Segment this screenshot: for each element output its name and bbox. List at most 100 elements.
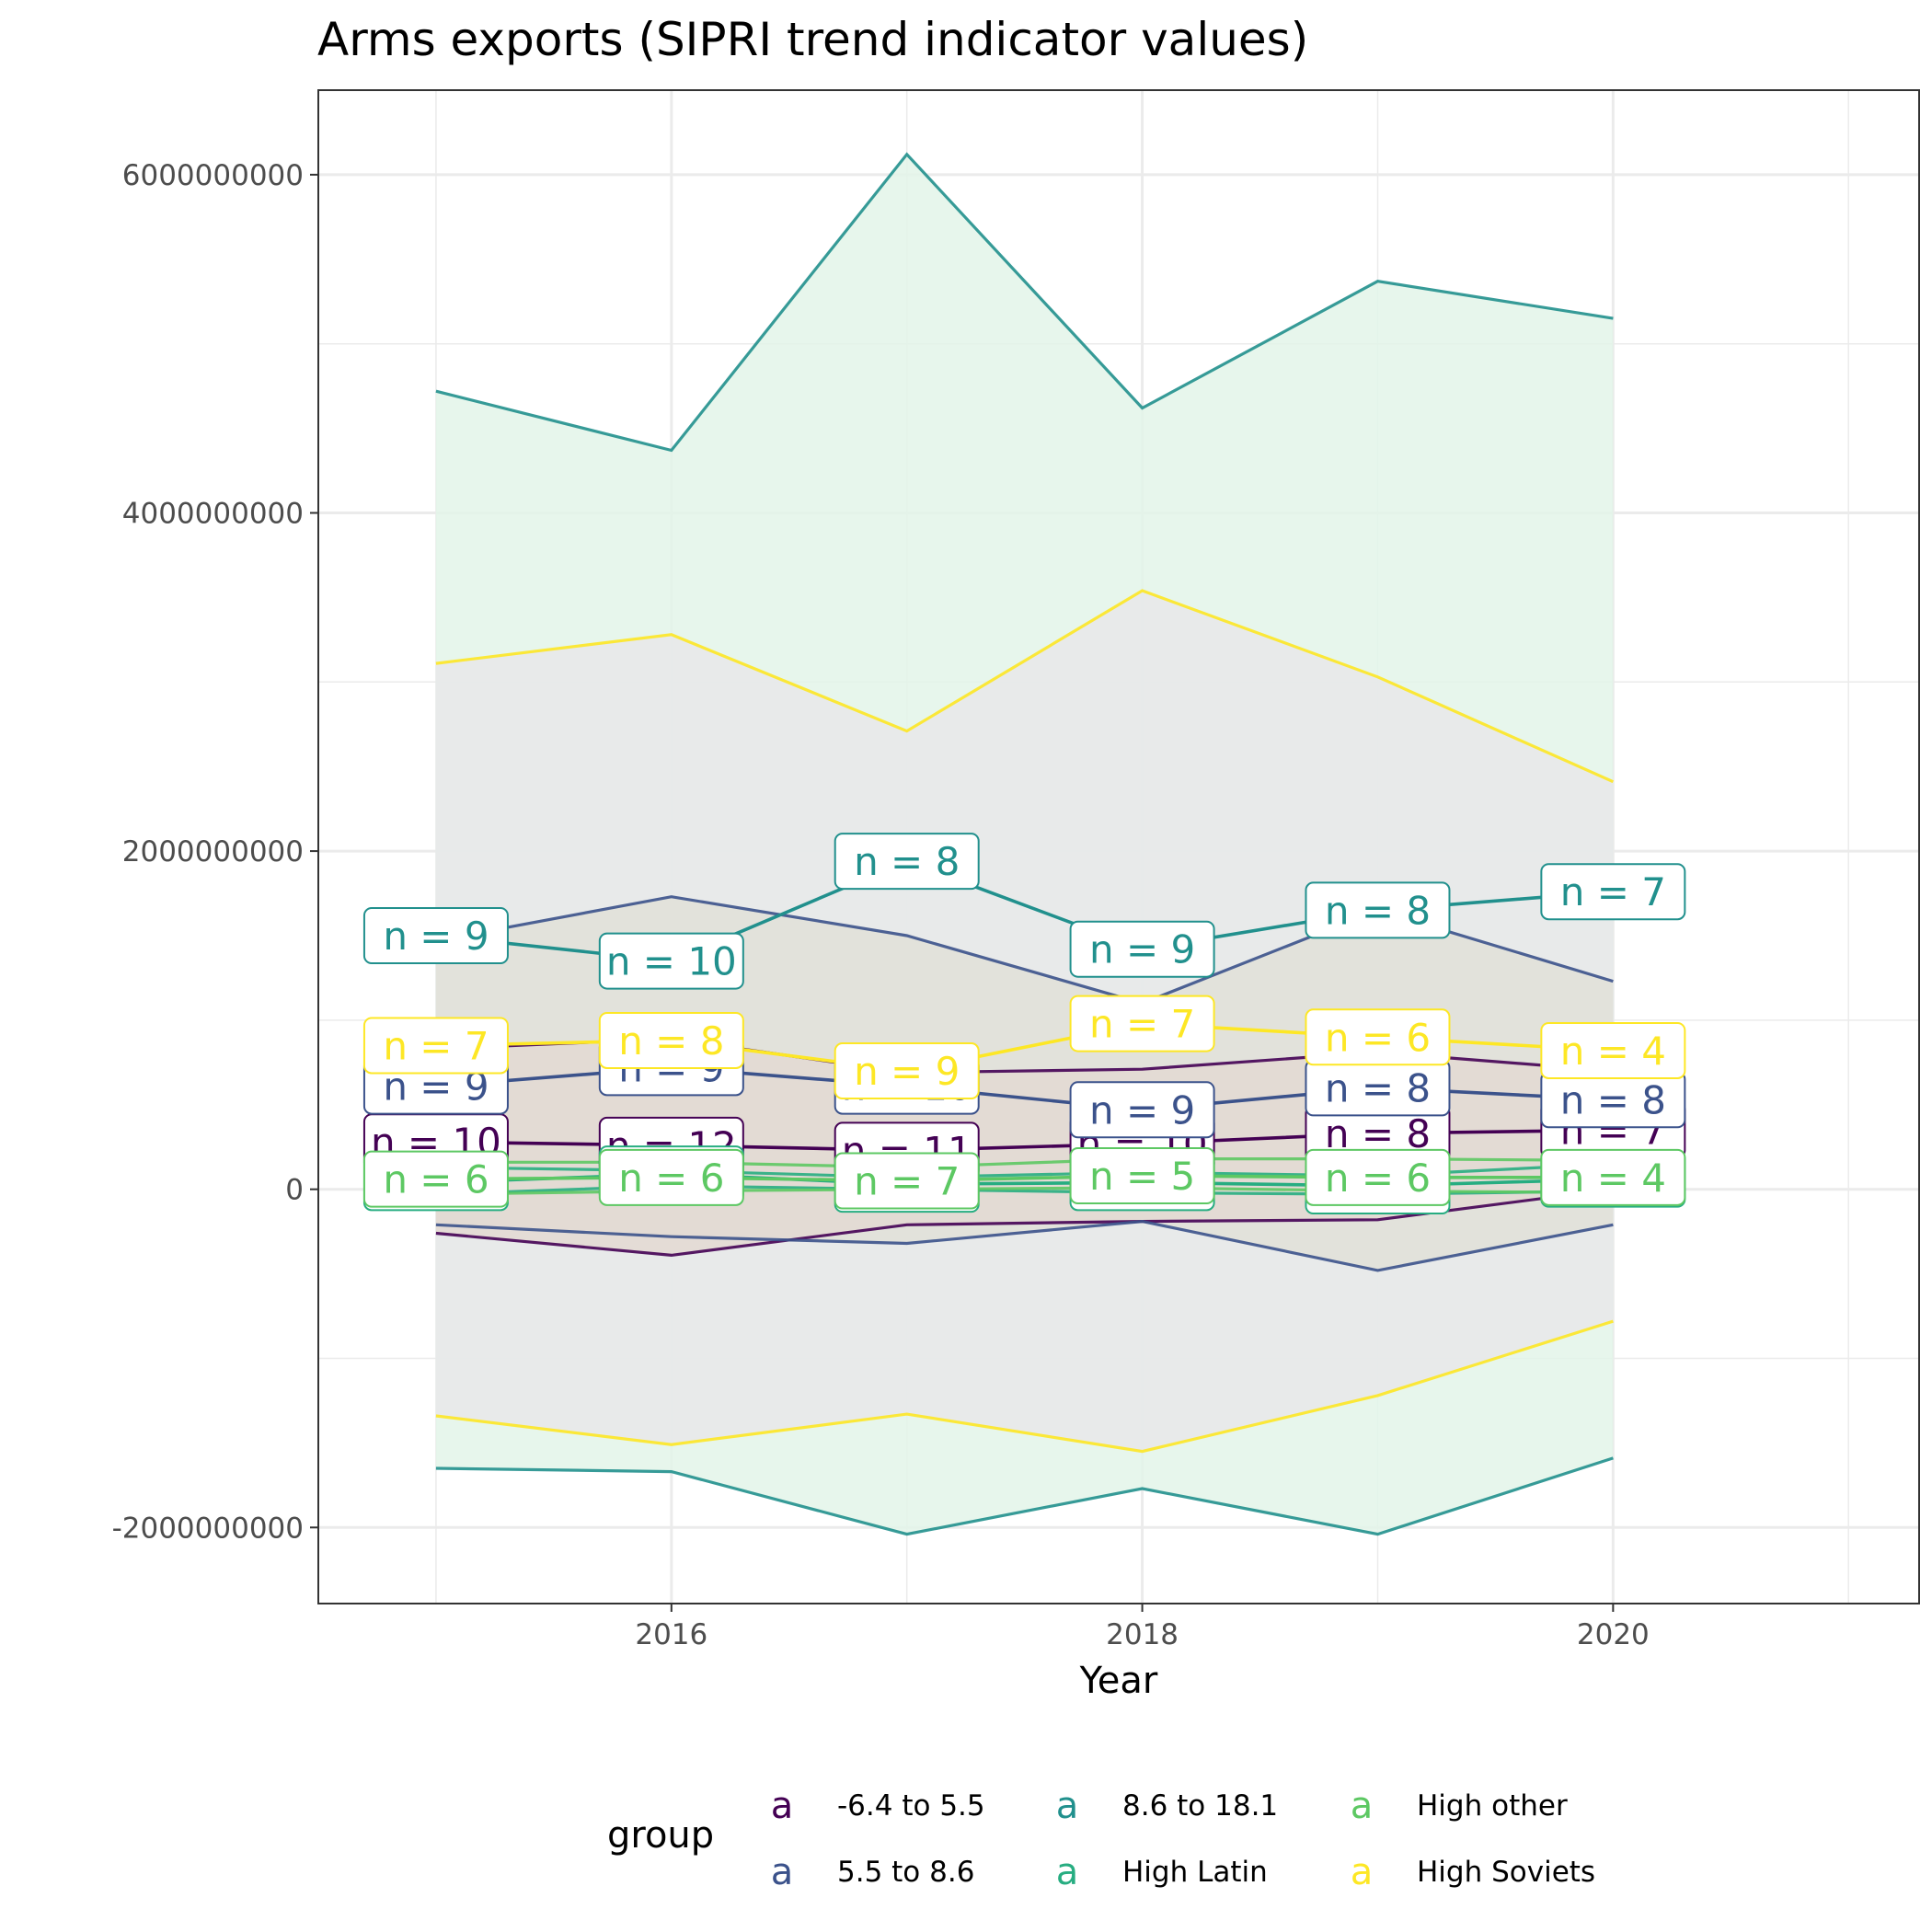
n-label-box <box>1069 1146 1215 1204</box>
legend-title: group <box>607 1814 714 1857</box>
legend-item-6-4-to-5-5: a -6.4 to 5.5 <box>771 1785 985 1827</box>
chart-title: Arms exports (SIPRI trend indicator valu… <box>317 13 1308 66</box>
x-axis-title: Year <box>1079 1660 1158 1702</box>
y-tick-label: 4000000000 <box>122 497 304 530</box>
n-label: n = 4 <box>1540 1148 1686 1206</box>
n-label-text: n = 7 <box>1089 1002 1195 1047</box>
count-labels: n = 10n = 12n = 11n = 10n = 8n = 7n = 6n… <box>362 833 1686 1215</box>
legend-item-high-soviets: a High Soviets <box>1351 1851 1595 1893</box>
n-label-box <box>1305 1148 1451 1206</box>
legend-label: High other <box>1417 1789 1568 1823</box>
n-label: n = 9 <box>1069 1081 1215 1139</box>
legend-item-high-latin: a High Latin <box>1056 1851 1268 1893</box>
legend-label: 5.5 to 8.6 <box>837 1856 974 1889</box>
n-label-box <box>1305 881 1451 939</box>
n-label-text: n = 8 <box>618 1018 724 1064</box>
n-label-text: n = 6 <box>618 1156 724 1201</box>
n-label: n = 9 <box>362 906 509 964</box>
n-label-text: n = 9 <box>1089 1087 1195 1133</box>
n-label-text: n = 8 <box>1325 1065 1431 1110</box>
n-label-box <box>1540 863 1686 921</box>
n-label: n = 8 <box>598 1011 744 1069</box>
n-label-box <box>362 906 509 964</box>
legend-item-5-5-to-8-6: a 5.5 to 8.6 <box>771 1851 975 1893</box>
n-label-box <box>1069 920 1215 978</box>
legend-key: a <box>1056 1851 1079 1893</box>
n-label-box <box>1540 1021 1686 1079</box>
n-label-box <box>1069 995 1215 1052</box>
upper-line-8-6-to-18-1 <box>435 152 1614 453</box>
n-label-text: n = 9 <box>383 914 489 959</box>
n-label-box <box>834 1042 980 1100</box>
upper-line-high-soviets <box>435 589 1615 784</box>
n-label: n = 8 <box>1305 881 1451 939</box>
legend-key: a <box>771 1851 794 1893</box>
legend-label: High Latin <box>1122 1856 1268 1889</box>
legend-label: -6.4 to 5.5 <box>837 1789 985 1823</box>
n-label-text: n = 5 <box>1089 1154 1195 1199</box>
legend-key: a <box>771 1785 794 1827</box>
n-label-box <box>598 932 744 990</box>
n-label: n = 7 <box>1540 863 1686 921</box>
n-label: n = 7 <box>834 1152 980 1210</box>
lower-line-high-soviets <box>435 1319 1614 1454</box>
n-label-text: n = 6 <box>383 1157 489 1202</box>
n-label-text: n = 7 <box>1560 869 1666 914</box>
lower-line-8-6-to-18-1 <box>435 1456 1614 1536</box>
n-label-text: n = 10 <box>606 939 737 984</box>
n-label-box <box>834 833 980 891</box>
lower-line-5-5-to-8-6 <box>435 1219 1614 1272</box>
legend: group a -6.4 to 5.5 a 5.5 to 8.6 a 8.6 to 18.… <box>607 1785 1595 1893</box>
x-tick-label: 2020 <box>1577 1618 1650 1651</box>
n-label: n = 9 <box>1069 920 1215 978</box>
legend-key: a <box>1056 1785 1079 1827</box>
legend-item-high-other: a High other <box>1351 1785 1568 1827</box>
n-label: n = 9 <box>834 1042 980 1100</box>
x-tick-label: 2016 <box>635 1618 707 1651</box>
n-label: n = 6 <box>1305 1148 1451 1206</box>
n-label-text: n = 6 <box>1325 1015 1431 1060</box>
n-label-text: n = 8 <box>854 839 960 884</box>
n-label: n = 8 <box>1540 1071 1686 1129</box>
n-label: n = 5 <box>1069 1146 1215 1204</box>
n-label-text: n = 4 <box>1560 1156 1666 1201</box>
n-label-box <box>1305 1008 1451 1066</box>
n-label-text: n = 6 <box>1325 1156 1431 1201</box>
legend-key: a <box>1351 1851 1374 1893</box>
n-label-text: n = 9 <box>1089 927 1195 972</box>
n-label-box <box>362 1150 509 1208</box>
axes: -2000000000 0 2000000000 4000000000 60000000… <box>112 159 1650 1651</box>
n-label-text: n = 9 <box>854 1049 960 1094</box>
n-label-text: n = 4 <box>1560 1029 1666 1074</box>
n-label: n = 6 <box>598 1148 744 1206</box>
n-label: n = 8 <box>1305 1059 1451 1117</box>
n-label: n = 6 <box>1305 1008 1451 1066</box>
legend-item-8-6-to-18-1: a 8.6 to 18.1 <box>1056 1785 1278 1827</box>
legend-key: a <box>1351 1785 1374 1827</box>
n-label-text: n = 7 <box>854 1159 960 1204</box>
y-tick-label: 2000000000 <box>122 835 304 868</box>
n-label-box <box>834 1152 980 1210</box>
n-label: n = 4 <box>1540 1021 1686 1079</box>
legend-label: High Soviets <box>1417 1856 1595 1889</box>
n-label-box <box>598 1148 744 1206</box>
n-label-box <box>1540 1148 1686 1206</box>
n-label: n = 8 <box>834 833 980 891</box>
n-label: n = 10 <box>598 932 744 990</box>
n-label-text: n = 7 <box>383 1023 489 1068</box>
n-label-box <box>362 1017 509 1075</box>
lower-line-6-4-to-5-5 <box>435 1188 1614 1258</box>
y-tick-label: -2000000000 <box>112 1512 304 1545</box>
n-label-text: n = 8 <box>1560 1077 1666 1122</box>
n-label-text: n = 8 <box>1325 888 1431 933</box>
n-label: n = 7 <box>1069 995 1215 1052</box>
n-label: n = 6 <box>362 1150 509 1208</box>
n-label-box <box>598 1011 744 1069</box>
n-label-box <box>1069 1081 1215 1139</box>
y-tick-label: 6000000000 <box>122 159 304 192</box>
legend-label: 8.6 to 18.1 <box>1122 1789 1278 1823</box>
y-tick-label: 0 <box>285 1174 304 1207</box>
n-label: n = 7 <box>362 1017 509 1075</box>
x-tick-label: 2018 <box>1106 1618 1179 1651</box>
